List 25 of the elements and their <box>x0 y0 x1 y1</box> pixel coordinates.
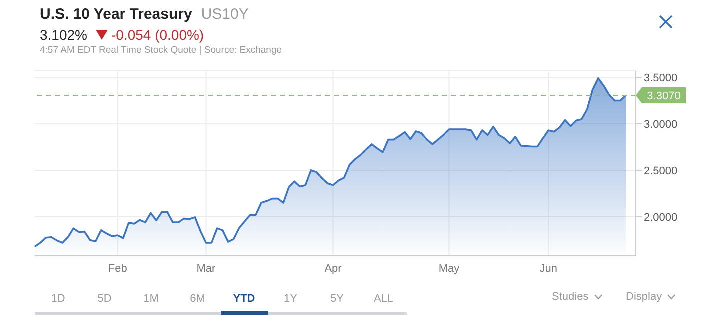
text: Studies <box>552 291 590 303</box>
y-tick-label: 2.5000 <box>644 165 678 178</box>
y-tick-label: 3.0000 <box>644 118 678 131</box>
text: ALL <box>372 293 395 305</box>
text: YTD <box>232 293 256 305</box>
text: 1M <box>142 293 160 305</box>
text: 4:57 AM EDT Real Time Stock Quote | Source: Exchange <box>40 45 282 56</box>
x-tick-label: Apr <box>324 262 342 275</box>
x-tick-label: Jun <box>540 262 558 275</box>
chart-title: U.S. 10 Year Treasury <box>40 6 192 23</box>
text: 3.102% <box>40 27 88 43</box>
text: 1D <box>50 293 66 305</box>
text: Display <box>626 291 664 303</box>
text: -0.054 (0.00%) <box>111 27 204 43</box>
x-tick-label: May <box>438 262 460 275</box>
text: 5D <box>96 293 113 305</box>
y-tick-label: 2.0000 <box>644 212 678 224</box>
x-tick-label: Feb <box>108 262 128 275</box>
text: 1Y <box>283 293 298 305</box>
chart-subtitle: US10Y <box>201 6 249 23</box>
x-tick-label: Mar <box>196 262 216 275</box>
ref-line-label: 3.3070 <box>647 90 681 102</box>
y-tick-label: 3.5000 <box>644 72 678 84</box>
text: 6M <box>189 293 206 305</box>
text: 5Y <box>330 293 345 305</box>
